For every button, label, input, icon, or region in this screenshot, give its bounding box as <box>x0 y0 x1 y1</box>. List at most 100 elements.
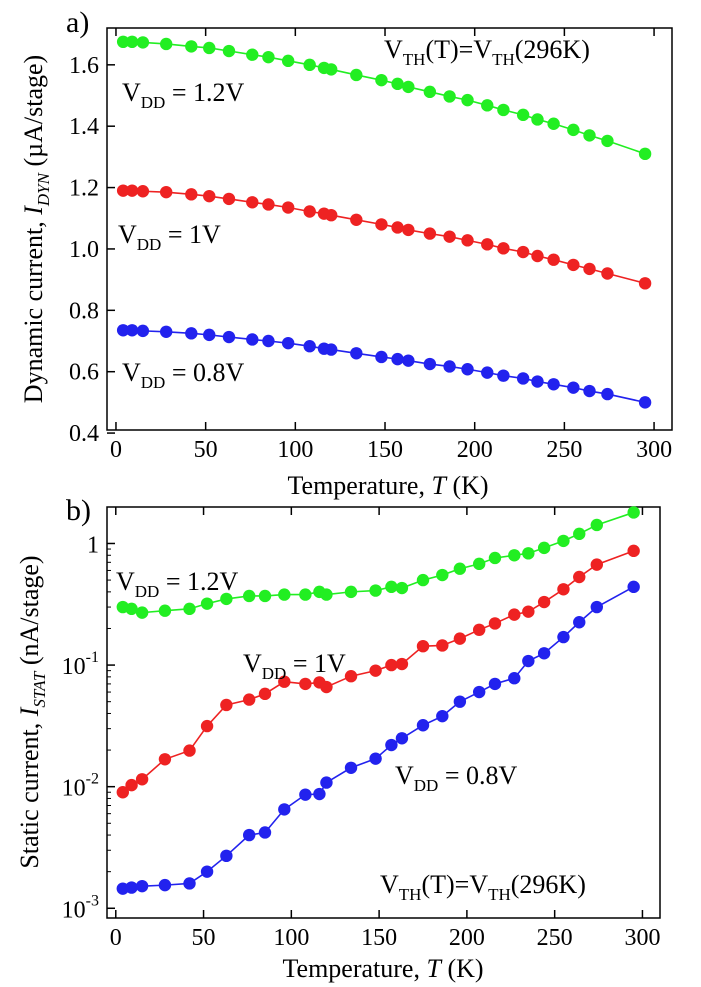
data-point <box>436 710 448 722</box>
data-point <box>223 331 235 343</box>
data-point <box>159 753 171 765</box>
data-point <box>391 353 403 365</box>
data-point <box>627 581 639 593</box>
data-point <box>531 250 543 262</box>
data-point <box>522 605 534 617</box>
data-point <box>259 590 271 602</box>
data-point <box>201 865 213 877</box>
data-point <box>375 218 387 230</box>
data-point <box>573 528 585 540</box>
x-tick-label: 200 <box>449 925 485 951</box>
data-point <box>243 829 255 841</box>
data-point <box>481 99 493 111</box>
x-tick-label: 150 <box>367 437 403 463</box>
series-line-0 <box>123 512 634 612</box>
data-point <box>125 603 137 615</box>
data-point <box>402 224 414 236</box>
data-point <box>627 545 639 557</box>
y-tick-label: 0.6 <box>69 360 99 386</box>
data-point <box>522 547 534 559</box>
data-point <box>350 214 362 226</box>
data-point <box>220 850 232 862</box>
data-point <box>601 135 613 147</box>
data-point <box>159 605 171 617</box>
data-point <box>461 363 473 375</box>
data-point <box>417 719 429 731</box>
data-point <box>396 582 408 594</box>
data-point <box>137 185 149 197</box>
y-tick-label: 1.4 <box>69 114 99 140</box>
data-point <box>547 118 559 130</box>
data-point <box>454 563 466 575</box>
data-point <box>461 94 473 106</box>
data-point <box>137 325 149 337</box>
data-point <box>243 693 255 705</box>
data-point <box>567 124 579 136</box>
data-point <box>531 113 543 125</box>
data-point <box>385 581 397 593</box>
data-point <box>489 678 501 690</box>
data-point <box>375 351 387 363</box>
data-point <box>282 337 294 349</box>
data-point <box>402 81 414 93</box>
y-tick-label: 1.6 <box>69 53 99 79</box>
data-point <box>299 588 311 600</box>
x-tick-label: 150 <box>361 925 397 951</box>
data-point <box>345 670 357 682</box>
data-point <box>517 109 529 121</box>
data-point <box>461 234 473 246</box>
data-point <box>278 588 290 600</box>
data-point <box>203 42 215 54</box>
data-point <box>424 86 436 98</box>
data-point <box>262 51 274 63</box>
data-point <box>126 324 138 336</box>
data-point <box>591 558 603 570</box>
data-point <box>481 366 493 378</box>
data-point <box>160 326 172 338</box>
data-point <box>223 193 235 205</box>
data-point <box>454 632 466 644</box>
data-point <box>203 190 215 202</box>
data-point <box>320 588 332 600</box>
x-axis-title: Temperature, T (K) <box>287 471 488 500</box>
y-tick-label: 1 <box>87 532 99 558</box>
y-tick-label: 10-3 <box>62 892 99 923</box>
data-point <box>583 129 595 141</box>
data-point <box>183 603 195 615</box>
data-point <box>557 535 569 547</box>
data-point <box>303 59 315 71</box>
data-point <box>497 104 509 116</box>
data-point <box>489 552 501 564</box>
series-label: VDD = 0.8V <box>122 358 245 392</box>
x-tick-label: 50 <box>194 437 218 463</box>
data-point <box>436 569 448 581</box>
data-point <box>185 327 197 339</box>
chart-panel-a: 0 50 100 150 200 250 300 0.4 0.6 0.8 1.0 1.2 1.4 1.6 V… <box>19 6 672 500</box>
data-point <box>201 597 213 609</box>
data-point <box>627 506 639 518</box>
y-tick-label: 10-1 <box>62 649 99 680</box>
data-point <box>639 148 651 160</box>
data-point <box>246 333 258 345</box>
data-point <box>299 788 311 800</box>
series-label: VDD = 1.2V <box>122 78 245 112</box>
data-point <box>497 242 509 254</box>
data-point <box>531 375 543 387</box>
data-point <box>350 347 362 359</box>
data-point <box>385 739 397 751</box>
data-point <box>385 659 397 671</box>
data-point <box>246 196 258 208</box>
data-point <box>639 396 651 408</box>
data-point <box>591 519 603 531</box>
panel-label: a) <box>66 6 89 39</box>
x-tick-label: 200 <box>457 437 493 463</box>
panel-label: b) <box>66 494 91 527</box>
data-point <box>259 688 271 700</box>
data-point <box>160 186 172 198</box>
data-point <box>557 583 569 595</box>
data-point <box>183 877 195 889</box>
data-point <box>396 732 408 744</box>
data-point <box>547 378 559 390</box>
data-point <box>325 209 337 221</box>
data-point <box>417 640 429 652</box>
